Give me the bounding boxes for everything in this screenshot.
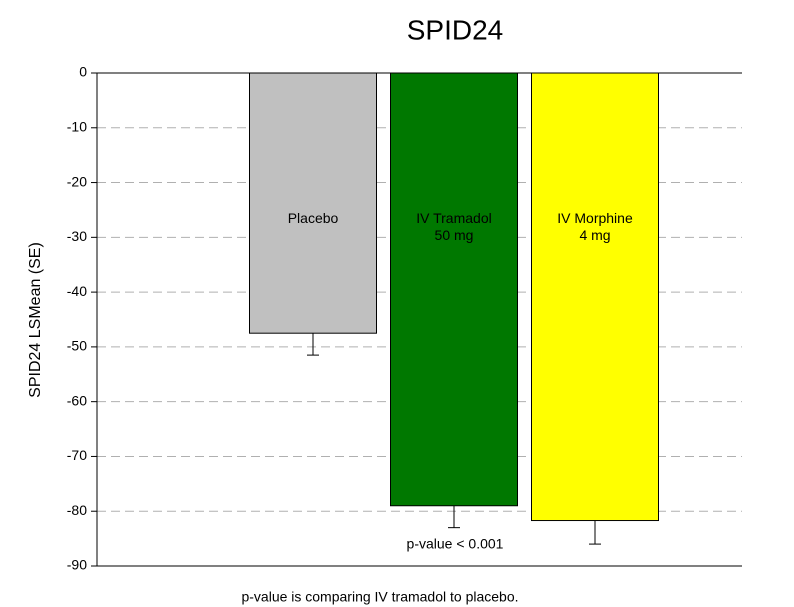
chart-title: SPID24	[407, 14, 504, 45]
footnote: p-value is comparing IV tramadol to plac…	[241, 589, 518, 605]
y-tick-label: -30	[67, 228, 87, 244]
category-label: IV Tramadol 50 mg	[416, 210, 492, 243]
y-tick-label: -20	[67, 173, 87, 189]
bar	[249, 72, 377, 334]
y-tick-label: -10	[67, 118, 87, 134]
y-tick-label: -70	[67, 447, 87, 463]
y-axis-label: SPID24 LSMean (SE)	[27, 242, 44, 398]
y-tick-label: -90	[67, 557, 87, 573]
bar	[531, 72, 659, 522]
category-label: IV Morphine 4 mg	[557, 210, 633, 243]
annotation: p-value < 0.001	[407, 536, 504, 552]
y-tick-label: 0	[79, 64, 87, 80]
bar	[390, 72, 518, 507]
y-tick-label: -50	[67, 338, 87, 354]
y-tick-label: -60	[67, 392, 87, 408]
y-tick-label: -80	[67, 502, 87, 518]
category-label: Placebo	[287, 210, 339, 226]
y-tick-label: -40	[67, 283, 87, 299]
